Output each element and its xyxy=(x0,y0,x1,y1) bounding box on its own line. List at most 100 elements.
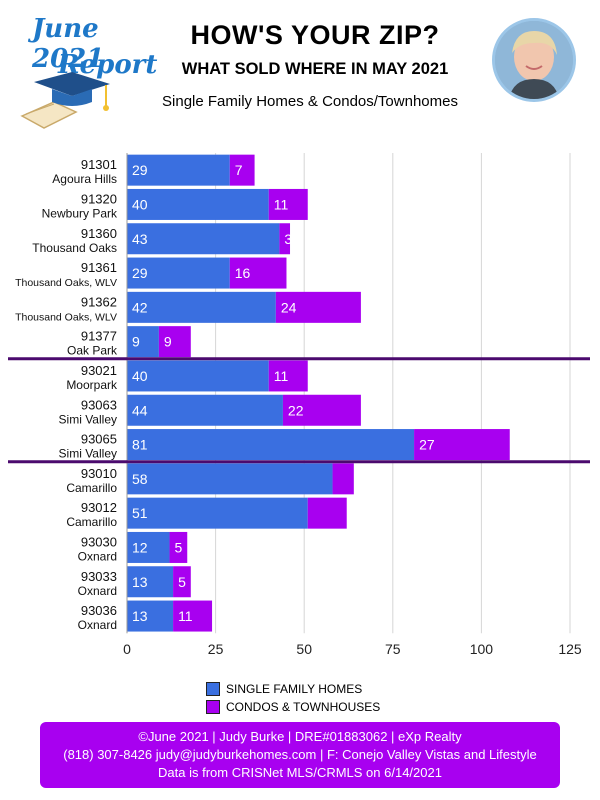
data-label: 43 xyxy=(132,231,148,247)
bar-sfh xyxy=(127,497,308,529)
report-badge: June 2021 Report xyxy=(14,10,157,130)
bar-sfh xyxy=(127,360,269,392)
data-label: 13 xyxy=(132,574,148,590)
data-label: 42 xyxy=(132,299,148,315)
legend-swatch-sfh xyxy=(206,682,220,696)
data-label: 29 xyxy=(132,265,148,281)
bar-condo xyxy=(414,429,510,461)
category-zip: 93065 xyxy=(81,432,117,447)
x-tick-label: 0 xyxy=(123,641,131,657)
page-title: HOW'S YOUR ZIP? xyxy=(190,20,440,50)
data-label: 40 xyxy=(132,368,148,384)
category-zip: 93021 xyxy=(81,363,117,378)
category-area: Camarillo xyxy=(66,515,117,529)
data-label: 58 xyxy=(132,471,148,487)
category-area: Thousand Oaks xyxy=(32,241,117,255)
legend-item-sfh: SINGLE FAMILY HOMES xyxy=(206,680,380,698)
category-area: Camarillo xyxy=(66,481,117,495)
category-area: Oxnard xyxy=(78,618,117,632)
bar-condo xyxy=(279,223,291,255)
category-area: Oxnard xyxy=(78,584,117,598)
x-tick-label: 100 xyxy=(470,641,494,657)
data-label: 9 xyxy=(132,334,140,350)
footer-line-source: Data is from CRISNet MLS/CRMLS on 6/14/2… xyxy=(158,765,442,780)
category-zip: 93010 xyxy=(81,466,117,481)
data-label: 7 xyxy=(235,162,243,178)
category-zip: 91320 xyxy=(81,191,117,206)
bar-condo xyxy=(268,188,308,220)
category-zip: 91360 xyxy=(81,226,117,241)
x-tick-label: 75 xyxy=(385,641,401,657)
legend-label-condo: CONDOS & TOWNHOUSES xyxy=(226,700,381,714)
bar-sfh xyxy=(127,463,333,495)
chart-legend: SINGLE FAMILY HOMES CONDOS & TOWNHOUSES xyxy=(206,680,380,716)
category-area: Thousand Oaks, WLV xyxy=(15,311,117,323)
category-zip: 91377 xyxy=(81,329,117,344)
category-zip: 93036 xyxy=(81,603,117,618)
category-zip: 93012 xyxy=(81,500,117,515)
category-zip: 91361 xyxy=(81,260,117,275)
data-label: 40 xyxy=(132,196,148,212)
x-tick-label: 50 xyxy=(296,641,312,657)
data-label: 16 xyxy=(235,265,251,281)
data-label: 11 xyxy=(178,608,193,624)
data-label: 9 xyxy=(164,334,172,350)
bar-sfh xyxy=(127,326,159,358)
bar-sfh xyxy=(127,566,174,598)
graduation-cap-icon xyxy=(20,72,110,129)
x-tick-label: 25 xyxy=(208,641,224,657)
bar-sfh xyxy=(127,257,230,289)
legend-label-sfh: SINGLE FAMILY HOMES xyxy=(226,682,363,696)
legend-swatch-condo xyxy=(206,700,220,714)
footer-line-copyright: ©June 2021 | Judy Burke | DRE#01883062 |… xyxy=(138,729,462,744)
category-area: Thousand Oaks, WLV xyxy=(15,277,117,289)
badge-month: June 2021 xyxy=(32,14,105,74)
data-label: 44 xyxy=(132,402,148,418)
data-label: 12 xyxy=(132,539,148,555)
category-zip: 93033 xyxy=(81,569,117,584)
bar-condo xyxy=(229,154,255,186)
category-zip: 91362 xyxy=(81,294,117,309)
category-zip: 91301 xyxy=(81,157,117,172)
page-subtitle: WHAT SOLD WHERE IN MAY 2021 xyxy=(181,60,449,78)
bar-condo xyxy=(275,291,361,323)
bar-condo xyxy=(332,463,354,495)
bar-condo xyxy=(229,257,287,289)
bar-sfh xyxy=(127,223,280,255)
data-label: 81 xyxy=(132,437,148,453)
category-area: Agoura Hills xyxy=(52,172,117,186)
data-label: 5 xyxy=(175,539,183,555)
data-label: 27 xyxy=(419,437,435,453)
bar-condo xyxy=(173,600,213,632)
category-area: Moorpark xyxy=(66,378,118,392)
bar-condo xyxy=(268,360,308,392)
category-zip: 93063 xyxy=(81,397,117,412)
avatar xyxy=(492,18,576,102)
category-area: Newbury Park xyxy=(42,206,118,220)
data-label: 13 xyxy=(132,608,148,624)
bar-sfh xyxy=(127,188,269,220)
data-label: 5 xyxy=(178,574,186,590)
data-label: 11 xyxy=(274,368,289,384)
x-tick-label: 125 xyxy=(558,641,582,657)
bar-condo xyxy=(282,394,361,426)
bar-sfh xyxy=(127,429,415,461)
bar-sfh xyxy=(127,531,170,563)
bar-condo xyxy=(169,531,188,563)
bar-condo xyxy=(307,497,347,529)
data-label: 24 xyxy=(281,299,297,315)
category-zip: 93030 xyxy=(81,534,117,549)
category-area: Oxnard xyxy=(78,549,117,563)
bar-sfh xyxy=(127,291,276,323)
bar-condo xyxy=(173,566,191,598)
category-area: Simi Valley xyxy=(59,412,117,426)
footer-line-contact: (818) 307-8426 judy@judyburkehomes.com |… xyxy=(63,747,537,762)
page-subline: Single Family Homes & Condos/Townhomes xyxy=(162,93,458,110)
legend-item-condo: CONDOS & TOWNHOUSES xyxy=(206,698,380,716)
data-label: 11 xyxy=(274,196,289,212)
bar-condo xyxy=(158,326,191,358)
category-area: Simi Valley xyxy=(59,447,117,461)
bar-sfh xyxy=(127,600,174,632)
data-label: 22 xyxy=(288,402,304,418)
